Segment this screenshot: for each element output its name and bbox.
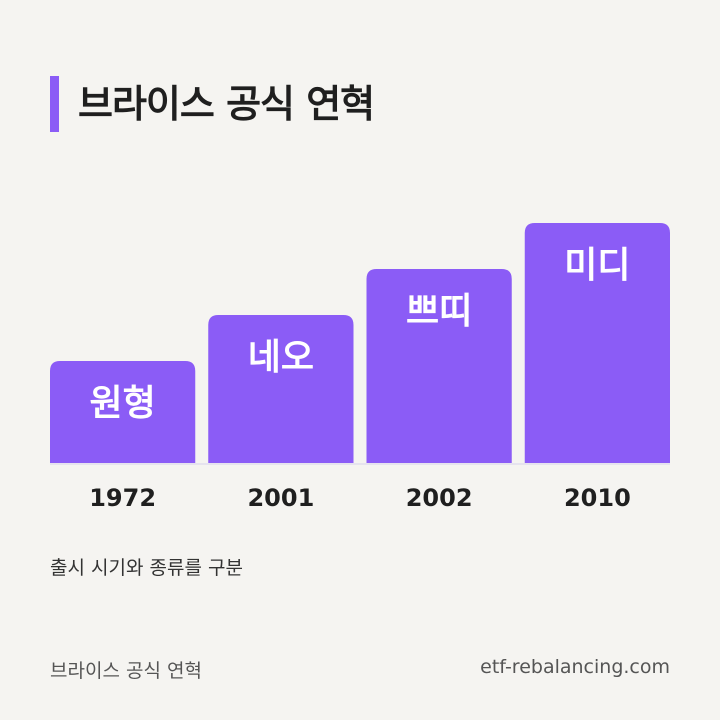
bar-2001 — [208, 315, 354, 463]
bar-label-2010: 미디 — [564, 245, 630, 286]
bar-label-2002: 쁘띠 — [406, 291, 472, 332]
chart-caption: 출시 시기와 종류를 구분 — [50, 557, 243, 579]
x-tick-label-1972: 1972 — [89, 484, 156, 512]
bar-label-1972: 원형 — [90, 383, 156, 424]
bar-2010 — [524, 223, 670, 463]
bar-1972 — [50, 361, 196, 463]
footer-site-link[interactable]: etf-rebalancing.com — [480, 656, 670, 678]
x-tick-label-2002: 2002 — [406, 484, 473, 512]
page-title: 브라이스 공식 연혁 — [78, 82, 375, 126]
footer-title: 브라이스 공식 연혁 — [50, 660, 202, 682]
x-tick-label-2001: 2001 — [247, 484, 314, 512]
bar-2002 — [366, 269, 512, 463]
x-tick-label-2010: 2010 — [564, 484, 631, 512]
title-accent-bar — [50, 76, 59, 132]
bar-label-2001: 네오 — [248, 337, 314, 378]
